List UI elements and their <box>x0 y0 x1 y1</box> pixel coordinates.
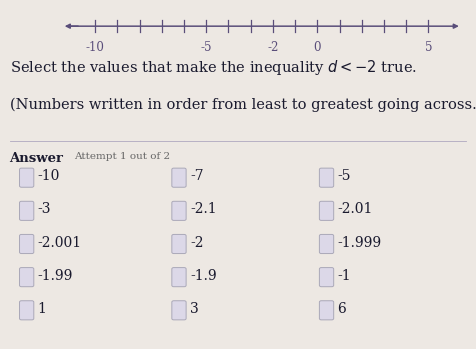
Text: -3: -3 <box>38 202 51 216</box>
Text: -7: -7 <box>190 169 204 183</box>
FancyBboxPatch shape <box>20 201 34 221</box>
Text: 0: 0 <box>314 41 321 54</box>
Text: (Numbers written in order from least to greatest going across.): (Numbers written in order from least to … <box>10 98 476 112</box>
Text: -2.001: -2.001 <box>38 236 82 250</box>
FancyBboxPatch shape <box>20 301 34 320</box>
Text: 1: 1 <box>38 302 47 316</box>
Text: -5: -5 <box>337 169 351 183</box>
Text: 3: 3 <box>190 302 198 316</box>
FancyBboxPatch shape <box>319 301 334 320</box>
FancyBboxPatch shape <box>319 201 334 221</box>
Text: -1.99: -1.99 <box>38 269 73 283</box>
FancyBboxPatch shape <box>172 301 186 320</box>
Text: -1: -1 <box>337 269 351 283</box>
Text: Select the values that make the inequality $d < -2$ true.: Select the values that make the inequali… <box>10 58 416 76</box>
FancyBboxPatch shape <box>20 235 34 253</box>
Text: -2.01: -2.01 <box>337 202 373 216</box>
Text: -10: -10 <box>86 41 105 54</box>
FancyBboxPatch shape <box>20 268 34 287</box>
Text: 6: 6 <box>337 302 346 316</box>
Text: -1.9: -1.9 <box>190 269 217 283</box>
Text: 5: 5 <box>425 41 432 54</box>
Text: -10: -10 <box>38 169 60 183</box>
FancyBboxPatch shape <box>319 235 334 253</box>
FancyBboxPatch shape <box>20 168 34 187</box>
Text: -5: -5 <box>200 41 212 54</box>
FancyBboxPatch shape <box>172 268 186 287</box>
FancyBboxPatch shape <box>172 235 186 253</box>
FancyBboxPatch shape <box>319 168 334 187</box>
Text: -2: -2 <box>267 41 278 54</box>
Text: -2: -2 <box>190 236 203 250</box>
FancyBboxPatch shape <box>172 201 186 221</box>
Text: Attempt 1 out of 2: Attempt 1 out of 2 <box>74 152 170 161</box>
Text: -2.1: -2.1 <box>190 202 217 216</box>
FancyBboxPatch shape <box>172 168 186 187</box>
Text: Answer: Answer <box>10 152 63 165</box>
Text: -1.999: -1.999 <box>337 236 382 250</box>
FancyBboxPatch shape <box>319 268 334 287</box>
